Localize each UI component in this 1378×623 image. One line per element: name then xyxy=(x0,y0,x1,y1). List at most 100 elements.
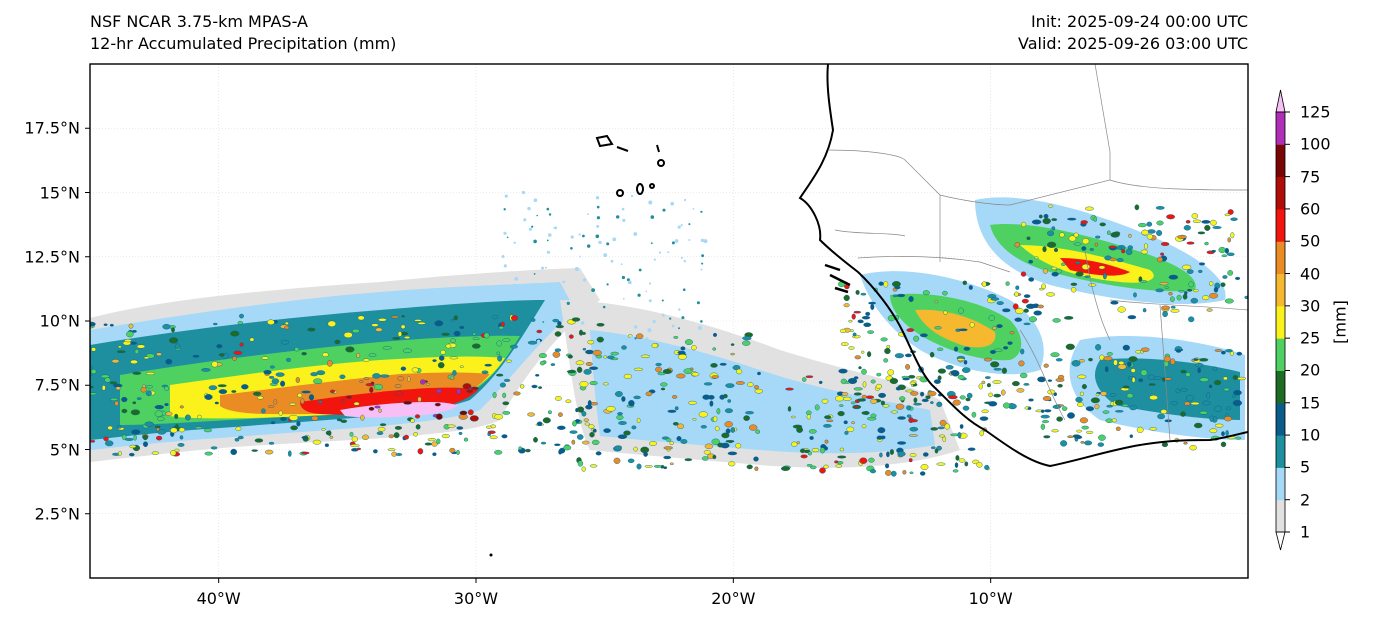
convective-cell xyxy=(340,419,348,423)
convective-cell xyxy=(870,398,878,405)
precip-speck xyxy=(527,206,531,211)
convective-cell xyxy=(971,411,977,418)
convective-cell xyxy=(742,336,752,341)
convective-cell xyxy=(554,395,562,401)
convective-cell xyxy=(273,399,278,405)
colorbar-label: 125 xyxy=(1300,102,1331,122)
convective-cell xyxy=(170,450,177,456)
convective-cell xyxy=(663,455,672,460)
convective-cell xyxy=(456,388,461,395)
convective-cell xyxy=(1168,292,1173,296)
convective-cell xyxy=(558,412,563,417)
convective-cell xyxy=(861,316,871,320)
convective-cell xyxy=(978,383,983,390)
convective-cell xyxy=(151,451,160,455)
convective-cell xyxy=(714,426,720,432)
convective-cell xyxy=(1052,318,1061,323)
convective-cell xyxy=(179,435,184,440)
convective-cell xyxy=(996,324,1003,328)
convective-cell xyxy=(957,374,965,380)
convective-cell xyxy=(1146,233,1154,240)
convective-cell xyxy=(1162,310,1168,318)
convective-cell xyxy=(1140,347,1150,352)
convective-cell xyxy=(114,400,119,407)
convective-cell xyxy=(992,326,997,331)
convective-cell xyxy=(1071,360,1081,367)
convective-cell xyxy=(308,394,315,401)
convective-cell xyxy=(470,386,479,391)
convective-cell xyxy=(144,421,154,427)
convective-cell xyxy=(895,386,902,391)
convective-cell xyxy=(819,467,826,474)
convective-cell xyxy=(1149,427,1158,431)
convective-cell xyxy=(1063,316,1074,320)
convective-cell xyxy=(192,354,200,358)
convective-cell xyxy=(986,383,991,388)
convective-cell xyxy=(1149,395,1159,401)
convective-cell xyxy=(1212,366,1218,372)
convective-cell xyxy=(877,427,886,434)
convective-cell xyxy=(993,393,1002,398)
convective-cell xyxy=(1141,229,1149,236)
convective-cell xyxy=(1075,271,1084,277)
convective-cell xyxy=(730,343,735,346)
convective-cell xyxy=(857,319,864,324)
convective-cell xyxy=(993,367,1002,371)
precip-speck xyxy=(536,214,538,217)
convective-cell xyxy=(1053,247,1058,253)
convective-cell xyxy=(257,395,264,400)
convective-cell xyxy=(177,442,185,447)
convective-cell xyxy=(372,373,381,379)
convective-cell xyxy=(376,431,384,436)
convective-cell xyxy=(583,418,589,422)
convective-cell xyxy=(618,421,627,425)
convective-cell xyxy=(1089,248,1095,251)
precip-speck xyxy=(627,280,632,285)
precip-speck xyxy=(503,264,507,268)
precip-speck xyxy=(528,227,533,231)
convective-cell xyxy=(132,371,142,375)
convective-cell xyxy=(1046,292,1056,297)
convective-cell xyxy=(1188,281,1194,288)
convective-cell xyxy=(411,367,419,373)
convective-cell xyxy=(1190,297,1199,304)
convective-cell xyxy=(943,310,948,315)
convective-cell xyxy=(378,408,382,413)
convective-cell xyxy=(1148,383,1156,386)
convective-cell xyxy=(489,435,498,440)
convective-cell xyxy=(1115,426,1121,431)
colorbar-label: 75 xyxy=(1300,167,1321,187)
convective-cell xyxy=(374,405,381,409)
convective-cell xyxy=(362,434,369,440)
convective-cell xyxy=(232,356,237,361)
convective-cell xyxy=(1020,221,1027,228)
convective-cell xyxy=(875,383,883,389)
convective-cell xyxy=(1221,350,1226,355)
convective-cell xyxy=(312,439,322,445)
convective-cell xyxy=(440,349,446,355)
convective-cell xyxy=(1075,261,1081,264)
convective-cell xyxy=(889,378,899,385)
convective-cell xyxy=(602,382,609,386)
convective-cell xyxy=(863,322,872,327)
convective-cell xyxy=(1225,430,1229,437)
convective-cell xyxy=(676,373,686,379)
convective-cell xyxy=(351,328,360,334)
convective-cell xyxy=(234,437,240,442)
convective-cell xyxy=(568,334,574,339)
convective-cell xyxy=(870,303,875,311)
convective-cell xyxy=(1204,241,1209,246)
convective-cell xyxy=(636,463,642,470)
precip-speck xyxy=(540,316,543,320)
convective-cell xyxy=(583,368,592,375)
convective-cell xyxy=(988,392,993,397)
convective-cell xyxy=(592,349,602,356)
convective-cell xyxy=(920,471,926,476)
convective-cell xyxy=(130,409,141,416)
convective-cell xyxy=(140,387,147,393)
convective-cell xyxy=(818,380,823,384)
convective-cell xyxy=(1018,360,1025,367)
convective-cell xyxy=(449,447,456,453)
convective-cell xyxy=(211,361,218,368)
convective-cell xyxy=(791,441,798,447)
